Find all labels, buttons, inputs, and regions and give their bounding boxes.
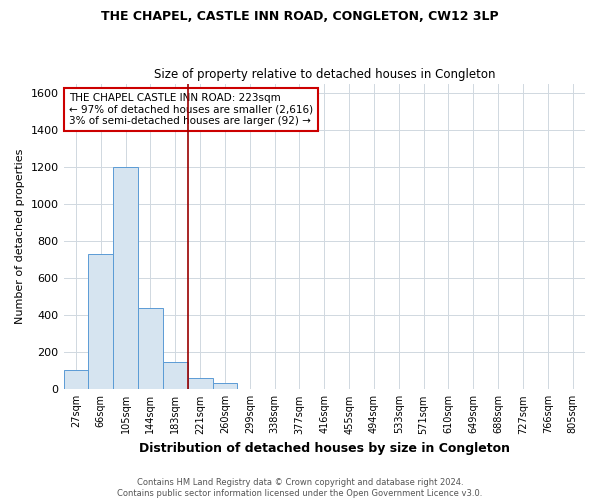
- X-axis label: Distribution of detached houses by size in Congleton: Distribution of detached houses by size …: [139, 442, 510, 455]
- Title: Size of property relative to detached houses in Congleton: Size of property relative to detached ho…: [154, 68, 495, 81]
- Text: THE CHAPEL, CASTLE INN ROAD, CONGLETON, CW12 3LP: THE CHAPEL, CASTLE INN ROAD, CONGLETON, …: [101, 10, 499, 23]
- Bar: [113, 167, 138, 390]
- Bar: [188, 378, 212, 390]
- Text: Contains HM Land Registry data © Crown copyright and database right 2024.
Contai: Contains HM Land Registry data © Crown c…: [118, 478, 482, 498]
- Bar: [64, 370, 88, 390]
- Bar: [212, 383, 238, 390]
- Text: THE CHAPEL CASTLE INN ROAD: 223sqm
← 97% of detached houses are smaller (2,616)
: THE CHAPEL CASTLE INN ROAD: 223sqm ← 97%…: [69, 92, 313, 126]
- Bar: [88, 254, 113, 390]
- Y-axis label: Number of detached properties: Number of detached properties: [15, 148, 25, 324]
- Bar: [163, 362, 188, 390]
- Bar: [138, 308, 163, 390]
